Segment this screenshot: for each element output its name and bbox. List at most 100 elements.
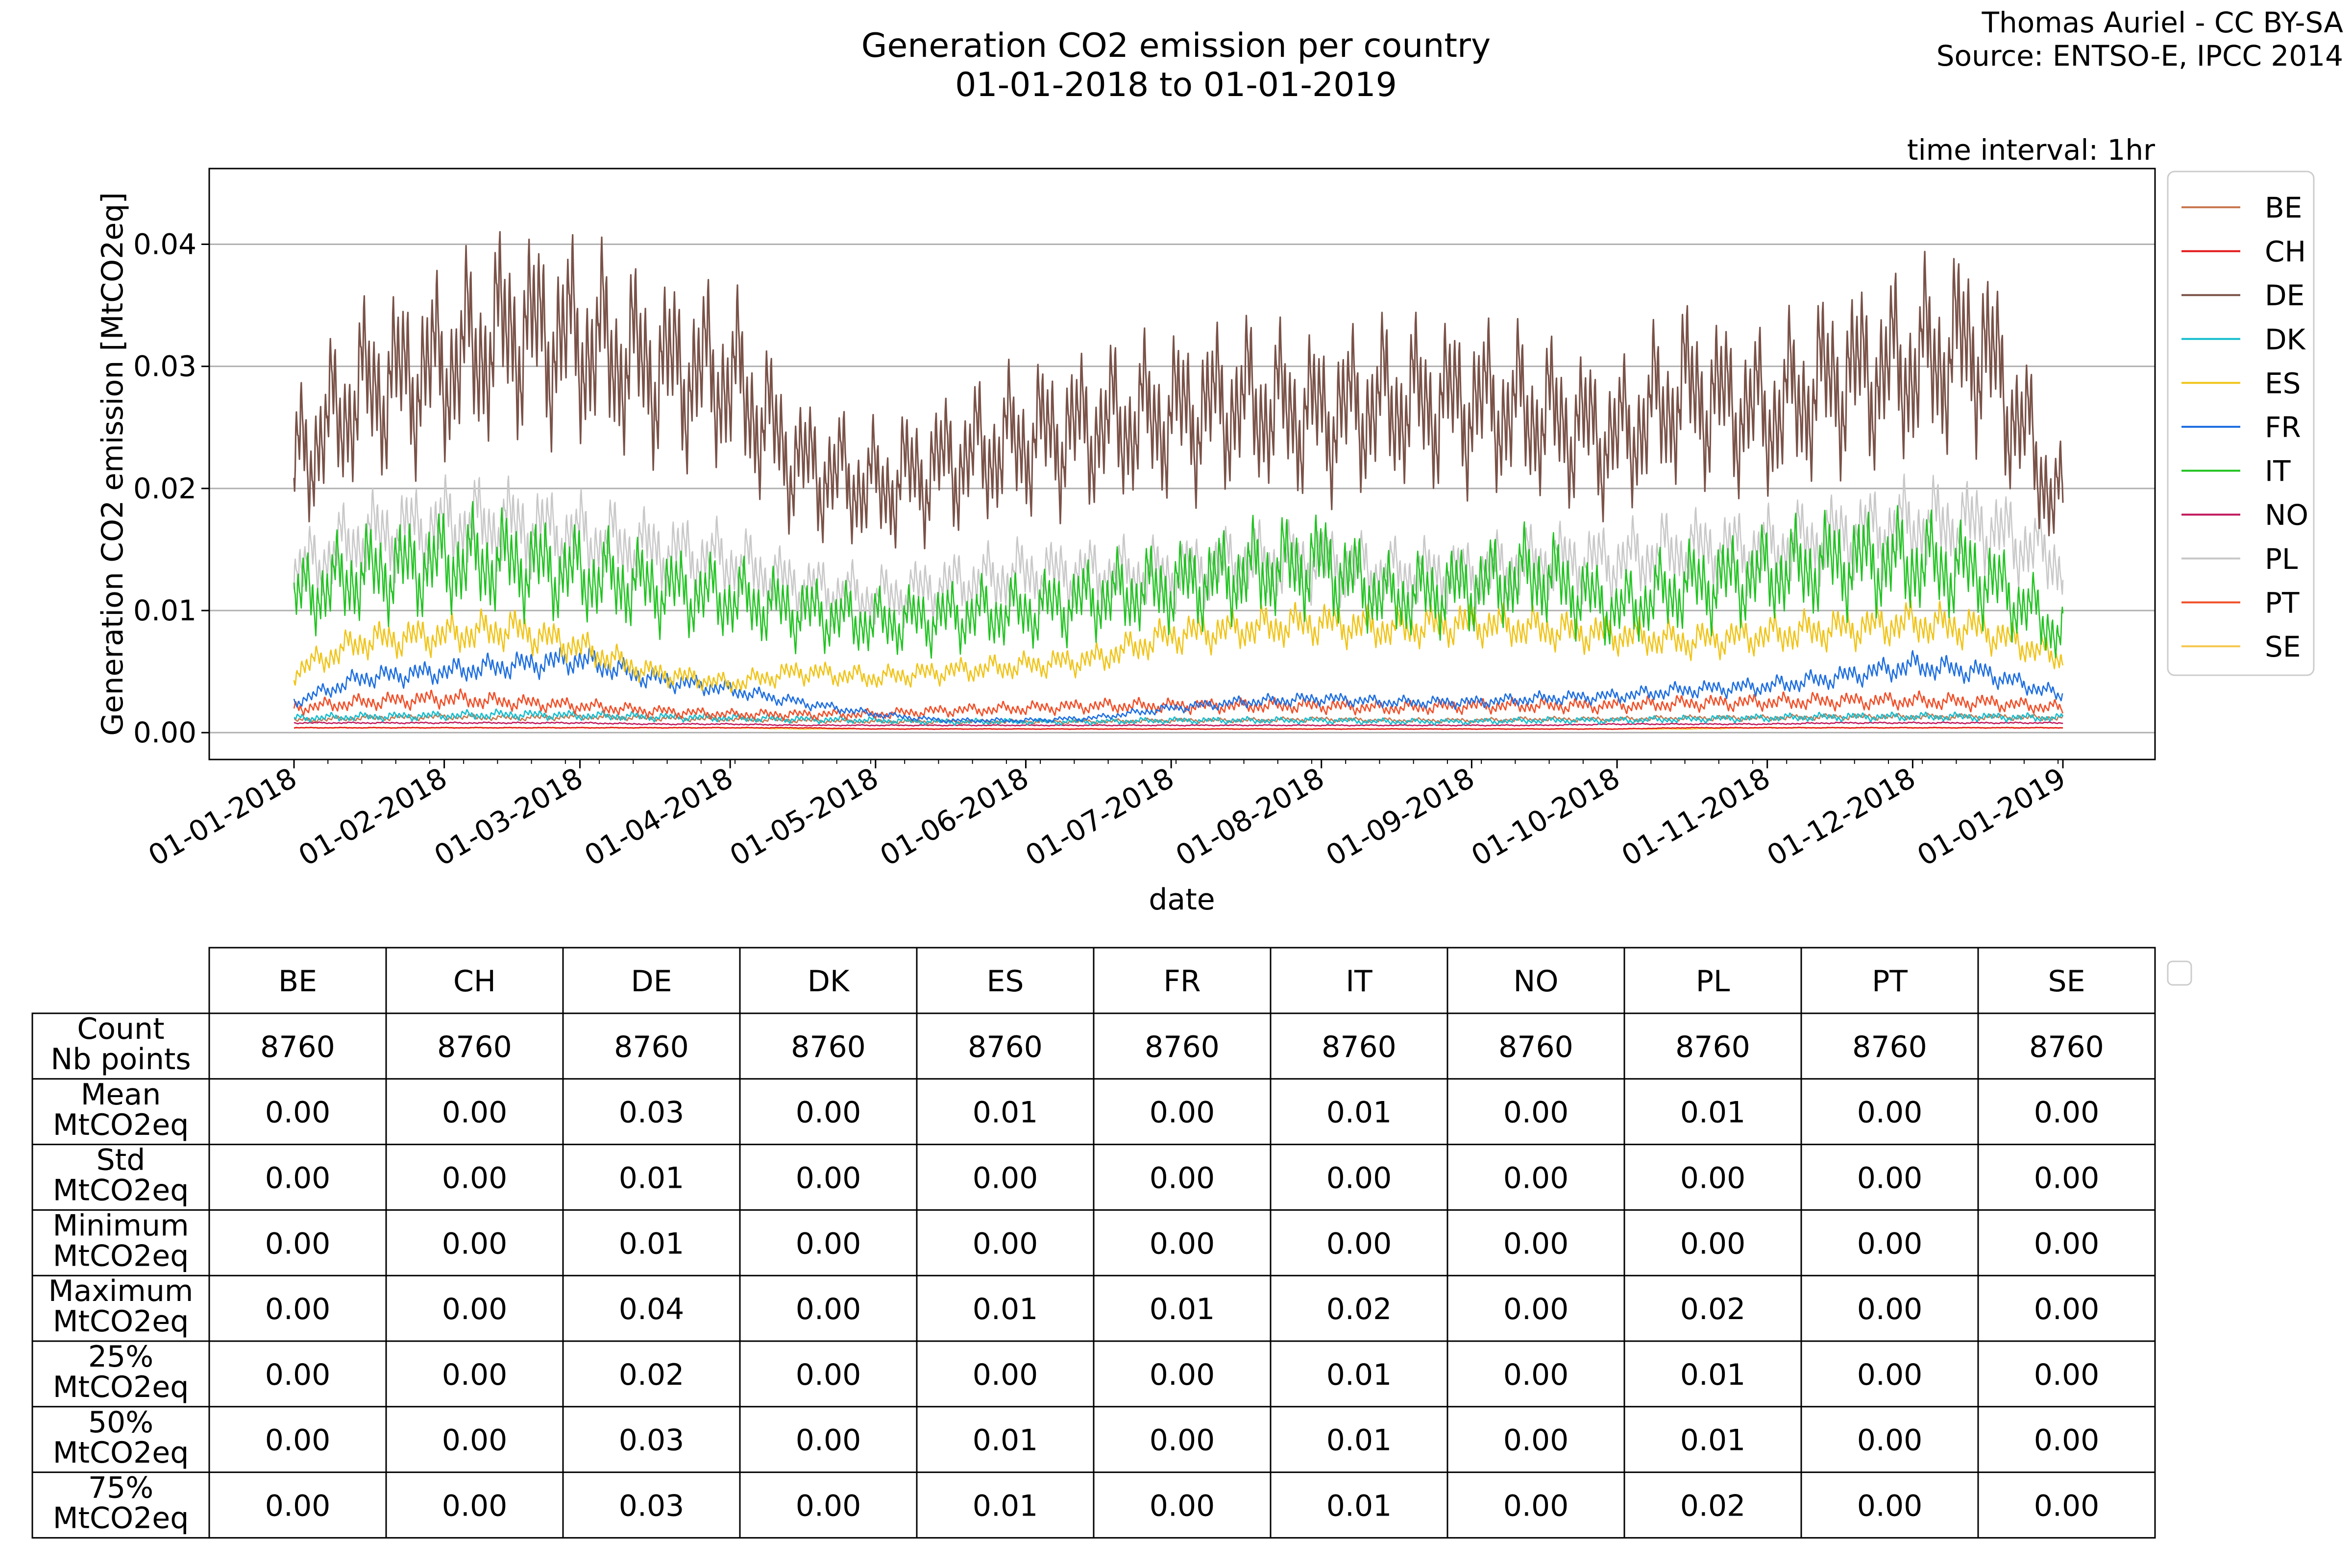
series-lines	[293, 231, 2064, 730]
table-cell: 0.01	[973, 1489, 1038, 1523]
table-row-label: Std	[97, 1143, 146, 1177]
table-cell: 0.01	[1680, 1423, 1746, 1458]
table-column-header: PL	[1696, 964, 1730, 999]
table-cell: 0.00	[1857, 1226, 1923, 1261]
x-axis-label: date	[1149, 882, 1215, 917]
table-cell: 0.04	[619, 1292, 685, 1326]
table-row-label: MtCO2eq	[53, 1304, 189, 1339]
table-cell: 0.00	[973, 1161, 1038, 1196]
table-cell: 0.00	[1503, 1226, 1569, 1261]
y-tick-label: 0.00	[133, 716, 196, 749]
series-line-de	[293, 231, 2064, 550]
table-cell: 0.00	[2034, 1226, 2100, 1261]
table-column-header: CH	[453, 964, 496, 999]
table-cell: 0.00	[796, 1423, 861, 1458]
legend-label-de: DE	[2265, 279, 2304, 312]
table-cell: 0.01	[1326, 1358, 1392, 1392]
table-cell: 0.01	[1326, 1423, 1392, 1458]
table-cell: 0.00	[2034, 1161, 2100, 1196]
plot-frame	[208, 168, 2156, 760]
table-cell: 0.03	[619, 1423, 685, 1458]
table-column-header: IT	[1346, 964, 1372, 999]
table-row-label: MtCO2eq	[53, 1174, 189, 1208]
legend: BE CH DE DK ES FR IT NO PL PT SE	[2167, 171, 2315, 676]
table-cell: 0.01	[619, 1161, 685, 1196]
table-cell: 0.00	[796, 1096, 861, 1130]
series-line-dk	[294, 709, 2064, 726]
table-column-header: BE	[278, 964, 317, 999]
table-row-label: Mean	[81, 1078, 161, 1112]
table-cell: 0.00	[442, 1489, 508, 1523]
table-cell: 8760	[2029, 1030, 2104, 1064]
table-cell: 0.01	[1326, 1096, 1392, 1130]
legend-label-ch: CH	[2265, 235, 2306, 269]
table-cell: 0.01	[973, 1096, 1038, 1130]
table-cell: 0.00	[1150, 1161, 1215, 1196]
table-cell: 0.02	[1680, 1489, 1746, 1523]
interval-note: time interval: 1hr	[1907, 133, 2155, 167]
table-cell: 0.00	[796, 1226, 861, 1261]
table-cell: 0.00	[442, 1226, 508, 1261]
table-cell: 0.01	[973, 1292, 1038, 1326]
table-column-header: NO	[1513, 964, 1558, 999]
table-cell: 0.00	[265, 1226, 331, 1261]
credit-author: Thomas Auriel - CC BY-SA	[1982, 6, 2344, 39]
table-row-label: MtCO2eq	[53, 1436, 189, 1470]
legend-label-dk: DK	[2265, 323, 2306, 356]
table-cell: 0.01	[973, 1423, 1038, 1458]
table-cell: 0.00	[265, 1292, 331, 1326]
table-cell: 0.00	[2034, 1489, 2100, 1523]
table-cell: 0.00	[1150, 1096, 1215, 1130]
table-cell: 0.00	[796, 1358, 861, 1392]
table-cell: 0.00	[1150, 1226, 1215, 1261]
table-cell: 0.00	[1503, 1096, 1569, 1130]
table-cell: 0.00	[2034, 1423, 2100, 1458]
table-column-header: PT	[1872, 964, 1908, 999]
table-column-header: DE	[631, 964, 672, 999]
series-line-it	[293, 501, 2064, 659]
y-tick-label: 0.01	[133, 594, 196, 627]
legend-label-it: IT	[2265, 455, 2291, 488]
series-line-ch	[294, 727, 2063, 730]
table-column-header: DK	[808, 964, 850, 999]
table-cell: 0.00	[1680, 1226, 1746, 1261]
legend-label-no: NO	[2265, 498, 2308, 532]
table-cell: 0.01	[1680, 1358, 1746, 1392]
legend-label-pl: PL	[2265, 542, 2298, 576]
table-row-label: Maximum	[49, 1274, 194, 1308]
table-cell: 0.00	[1503, 1161, 1569, 1196]
series-line-pt	[293, 688, 2064, 721]
table-cell: 0.00	[442, 1423, 508, 1458]
table-cell: 0.00	[1857, 1161, 1923, 1196]
table-cell: 0.01	[619, 1226, 685, 1261]
table-cell: 0.00	[442, 1161, 508, 1196]
table-cell: 0.00	[1857, 1292, 1923, 1326]
table-cell: 0.03	[619, 1096, 685, 1130]
y-tick-label: 0.04	[133, 227, 196, 261]
table-cell: 8760	[968, 1030, 1043, 1064]
table-cell: 0.00	[1503, 1292, 1569, 1326]
legend-label-fr: FR	[2265, 411, 2301, 444]
table-cell: 0.00	[796, 1489, 861, 1523]
table-cell: 0.00	[796, 1161, 861, 1196]
table-column-header: FR	[1163, 964, 1200, 999]
table-cell: 0.00	[1857, 1489, 1923, 1523]
table-cell: 0.01	[1680, 1096, 1746, 1130]
table-cell: 8760	[791, 1030, 866, 1064]
table-cell: 8760	[260, 1030, 335, 1064]
legend-frame	[2167, 171, 2315, 676]
table-cell: 0.00	[1857, 1358, 1923, 1392]
series-line-es	[293, 600, 2064, 693]
table-cell: 8760	[1852, 1030, 1927, 1064]
table-row-label: 50%	[88, 1405, 153, 1440]
legend-label-es: ES	[2265, 367, 2301, 400]
table-cell: 0.00	[1150, 1358, 1215, 1392]
table-row-label: MtCO2eq	[53, 1501, 189, 1536]
table-cell: 8760	[437, 1030, 512, 1064]
legend-label-be: BE	[2265, 191, 2302, 224]
table-cell: 0.02	[1680, 1292, 1746, 1326]
